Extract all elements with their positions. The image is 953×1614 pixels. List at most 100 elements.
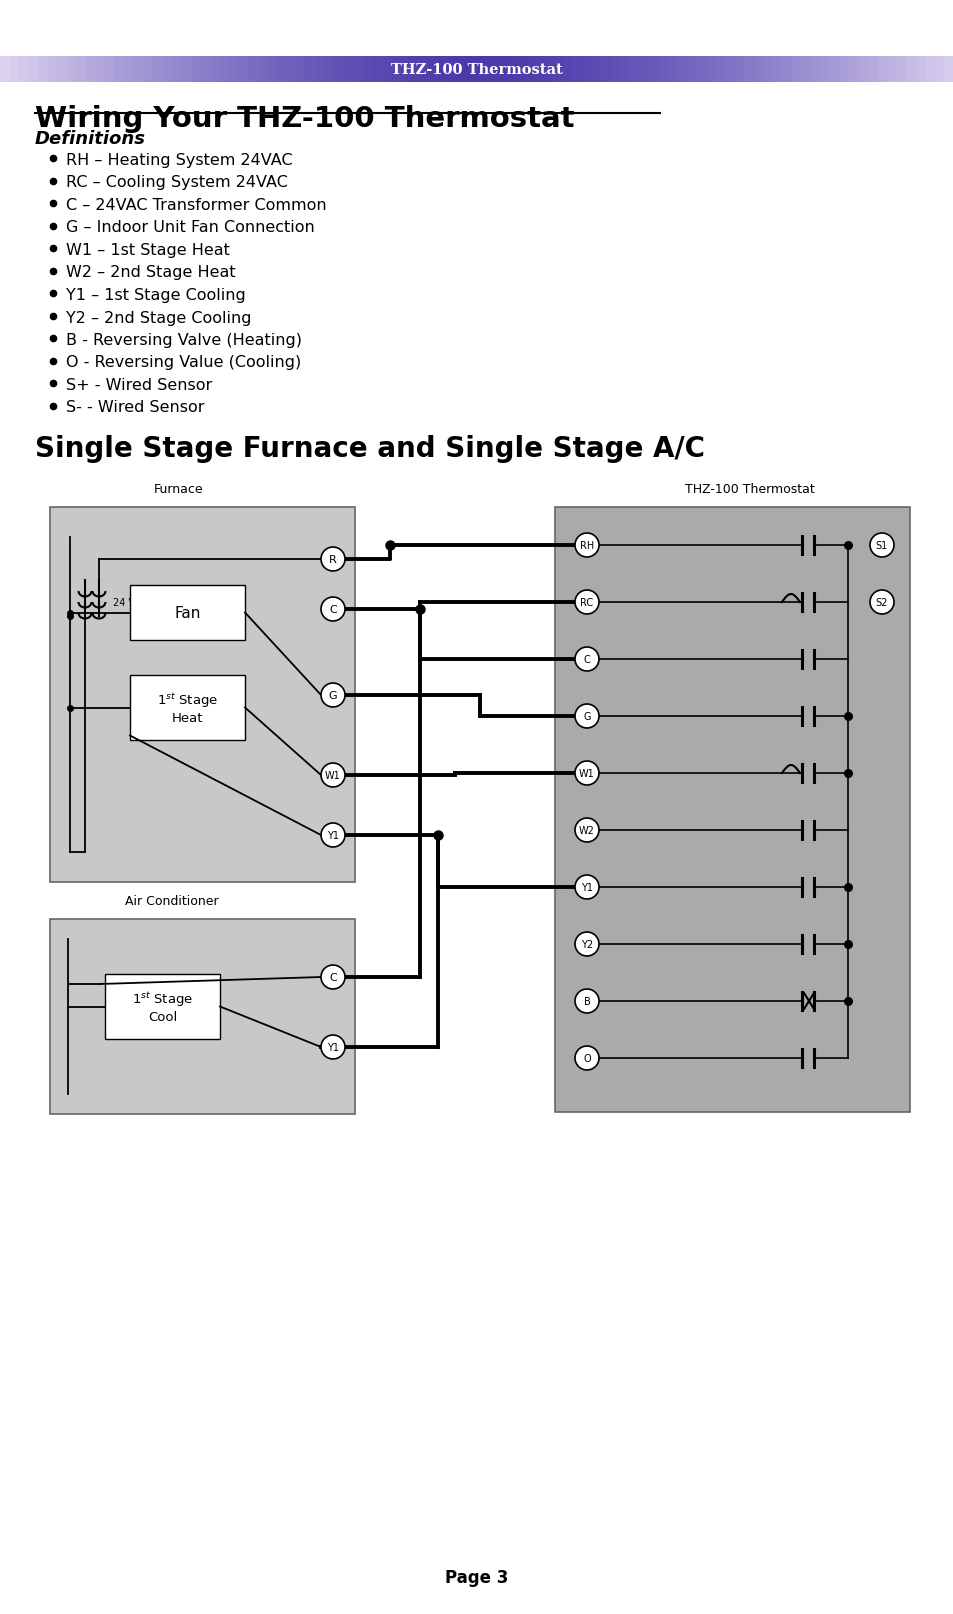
Bar	[791, 56, 801, 82]
Text: Y1: Y1	[327, 1043, 338, 1052]
Bar	[772, 56, 781, 82]
Bar	[591, 56, 600, 82]
Bar	[753, 56, 762, 82]
Text: Air Conditioner: Air Conditioner	[125, 894, 218, 907]
Text: Page 3: Page 3	[445, 1569, 508, 1587]
Circle shape	[575, 705, 598, 728]
Circle shape	[575, 534, 598, 558]
Bar	[400, 56, 410, 82]
Bar	[553, 56, 562, 82]
Bar	[715, 56, 724, 82]
Bar	[734, 56, 743, 82]
Bar	[648, 56, 658, 82]
Bar	[48, 56, 57, 82]
Text: C: C	[583, 655, 590, 665]
Text: Y1 – 1st Stage Cooling: Y1 – 1st Stage Cooling	[66, 287, 246, 303]
Bar	[743, 56, 753, 82]
Bar	[829, 56, 839, 82]
Bar	[877, 56, 886, 82]
Bar	[200, 56, 210, 82]
Text: THZ-100 Thermostat: THZ-100 Thermostat	[684, 483, 814, 495]
Text: 24 VAC: 24 VAC	[112, 597, 148, 607]
Bar	[534, 56, 543, 82]
Bar	[543, 56, 553, 82]
Circle shape	[575, 875, 598, 899]
Circle shape	[320, 597, 345, 621]
Text: Fan: Fan	[174, 605, 200, 621]
Circle shape	[575, 933, 598, 957]
Text: RC: RC	[579, 597, 593, 607]
Text: C: C	[329, 972, 336, 983]
Bar	[76, 56, 86, 82]
Text: S2: S2	[875, 597, 887, 607]
Bar	[801, 56, 810, 82]
Bar	[810, 56, 820, 82]
Bar	[353, 56, 362, 82]
Bar	[629, 56, 639, 82]
Circle shape	[320, 1035, 345, 1059]
Bar	[334, 56, 343, 82]
Circle shape	[575, 762, 598, 786]
Bar	[515, 56, 524, 82]
Text: W2 – 2nd Stage Heat: W2 – 2nd Stage Heat	[66, 265, 235, 281]
Text: Y1: Y1	[327, 831, 338, 841]
Bar	[677, 56, 686, 82]
Text: RH – Heating System 24VAC: RH – Heating System 24VAC	[66, 153, 293, 168]
Bar	[886, 56, 896, 82]
Text: B - Reversing Valve (Heating): B - Reversing Valve (Heating)	[66, 332, 302, 347]
Bar	[124, 56, 133, 82]
Bar	[781, 56, 791, 82]
Bar	[410, 56, 419, 82]
Bar	[10, 56, 19, 82]
Bar	[324, 56, 334, 82]
Text: Y2: Y2	[580, 939, 593, 949]
Text: Definitions: Definitions	[35, 129, 146, 148]
Bar	[50, 508, 355, 883]
Bar	[496, 56, 505, 82]
Bar	[448, 56, 457, 82]
Text: THZ-100 Thermostat: THZ-100 Thermostat	[391, 63, 562, 77]
Bar	[238, 56, 248, 82]
Bar	[29, 56, 38, 82]
Circle shape	[320, 965, 345, 989]
Bar	[555, 508, 909, 1112]
Bar	[57, 56, 67, 82]
Bar	[705, 56, 715, 82]
Bar	[867, 56, 877, 82]
Text: O - Reversing Value (Cooling): O - Reversing Value (Cooling)	[66, 355, 301, 370]
Bar	[619, 56, 629, 82]
Bar	[172, 56, 181, 82]
Bar	[248, 56, 257, 82]
Bar	[95, 56, 105, 82]
Bar	[562, 56, 572, 82]
Text: C: C	[329, 605, 336, 615]
Bar	[667, 56, 677, 82]
Text: C – 24VAC Transformer Common: C – 24VAC Transformer Common	[66, 199, 326, 213]
Bar	[762, 56, 772, 82]
Text: S1: S1	[875, 541, 887, 550]
Circle shape	[320, 684, 345, 707]
Bar	[181, 56, 191, 82]
Text: W1: W1	[578, 768, 595, 778]
Bar	[362, 56, 372, 82]
Bar	[467, 56, 476, 82]
Bar	[267, 56, 276, 82]
Bar	[896, 56, 905, 82]
Bar	[305, 56, 314, 82]
Circle shape	[575, 1046, 598, 1070]
Bar	[438, 56, 448, 82]
Bar	[38, 56, 48, 82]
Bar	[67, 56, 76, 82]
Bar	[572, 56, 581, 82]
Text: Furnace: Furnace	[153, 483, 203, 495]
Bar	[105, 975, 220, 1039]
Bar	[924, 56, 934, 82]
Bar	[86, 56, 95, 82]
Bar	[639, 56, 648, 82]
Circle shape	[869, 534, 893, 558]
Bar	[839, 56, 848, 82]
Circle shape	[320, 763, 345, 788]
Bar	[0, 56, 10, 82]
Text: W1 – 1st Stage Heat: W1 – 1st Stage Heat	[66, 242, 230, 258]
Text: G: G	[329, 691, 337, 700]
